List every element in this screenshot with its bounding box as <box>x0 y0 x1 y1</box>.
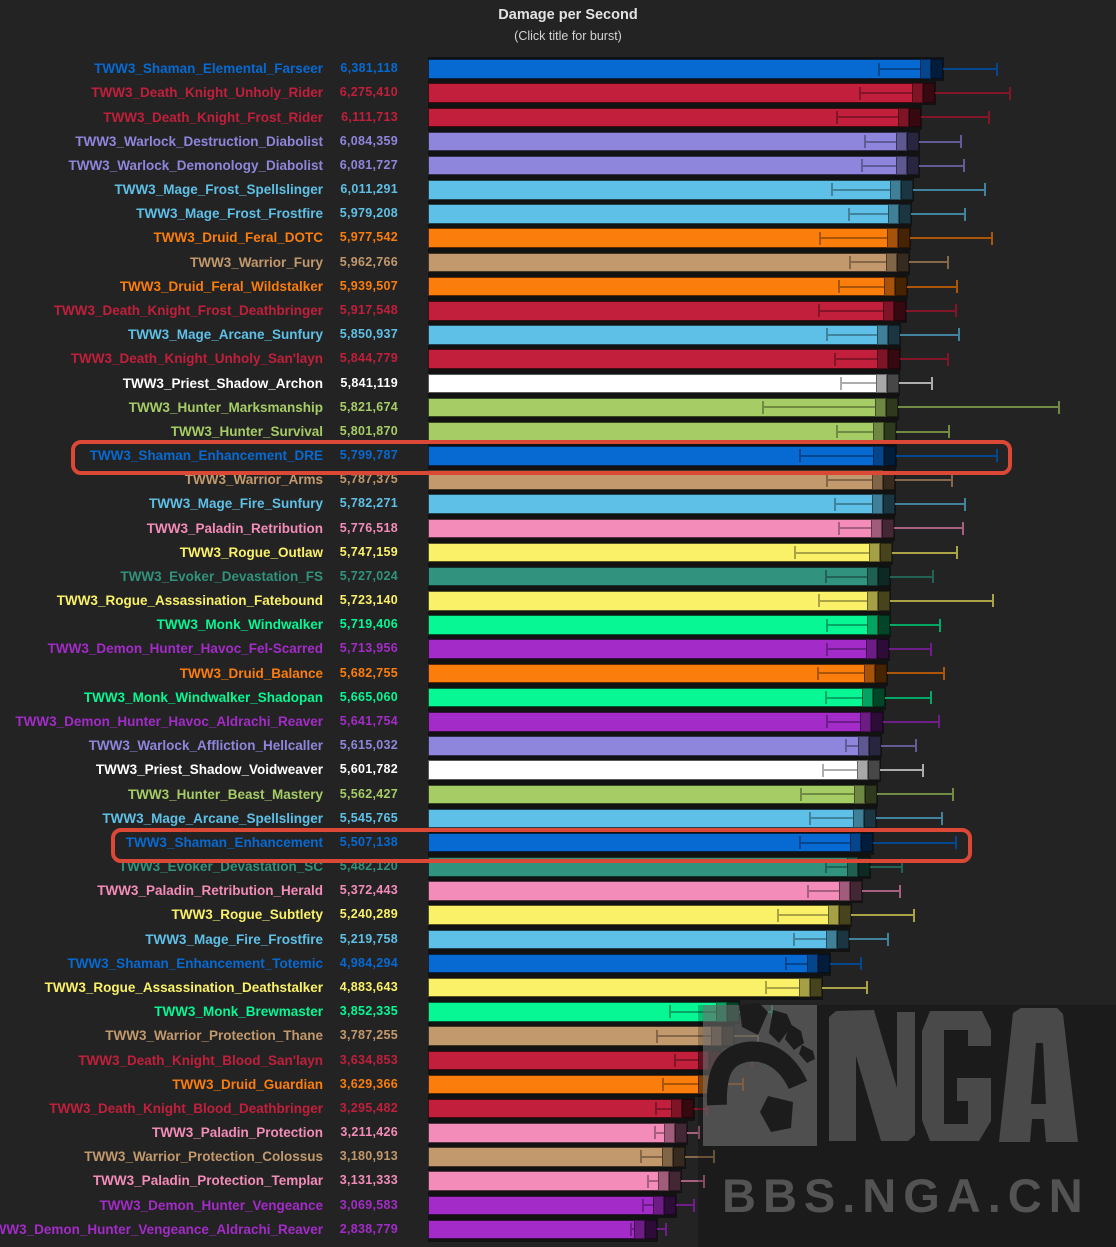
svg-text:BBS.NGA.CN: BBS.NGA.CN <box>722 1169 1090 1222</box>
